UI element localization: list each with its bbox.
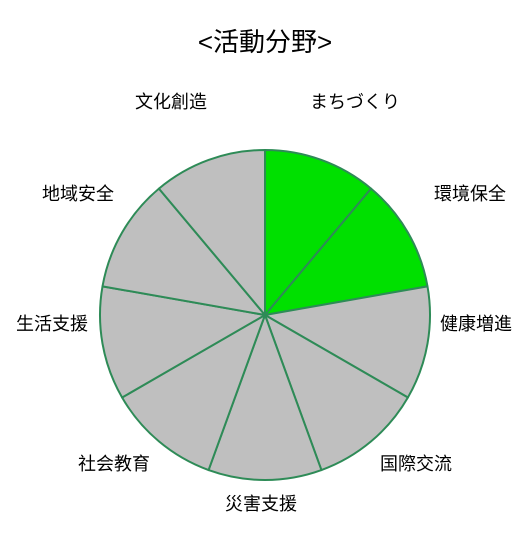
slice-label: 文化創造 [135, 88, 207, 114]
slice-label: 地域安全 [42, 180, 114, 206]
slice-label: 社会教育 [78, 450, 150, 476]
slice-label: 災害支援 [225, 490, 297, 516]
slice-label: 環境保全 [434, 180, 506, 206]
slice-label: 健康増進 [440, 310, 512, 336]
pie-chart: まちづくり環境保全健康増進国際交流災害支援 社会教育 生活支援 地域安全 文化創造 [0, 70, 530, 530]
slice-label: 国際交流 [380, 450, 452, 476]
chart-title: <活動分野> [0, 0, 530, 59]
slice-label: まちづくり [310, 88, 400, 114]
slice-label: 生活支援 [16, 310, 88, 336]
